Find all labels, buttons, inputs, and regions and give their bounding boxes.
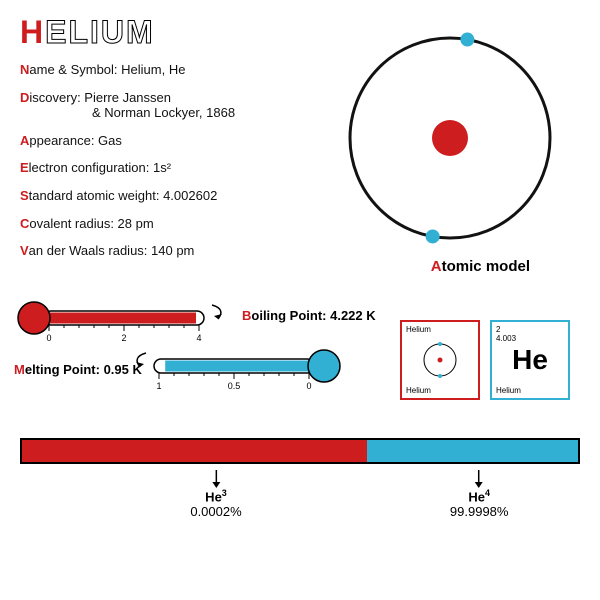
boiling-thermometer: 0 2 4 Boiling Point: 4.222 K bbox=[14, 298, 454, 342]
isotope-bar: He30.0002% He499.9998% bbox=[20, 438, 580, 534]
element-symbol: He bbox=[512, 344, 548, 376]
isotope-segment bbox=[22, 440, 367, 462]
isotope-segment bbox=[367, 440, 578, 462]
melting-label: Melting Point: 0.95 K bbox=[14, 362, 142, 377]
isotope-label: He499.9998% bbox=[450, 470, 509, 519]
property-row: Appearance: Gas bbox=[20, 133, 320, 149]
title-rest: HELIUM bbox=[20, 14, 155, 51]
tile-symbol: 2 4.003 He Helium bbox=[490, 320, 570, 400]
thermometer-zone: 0 2 4 Boiling Point: 4.222 K Melting Point… bbox=[14, 298, 454, 398]
property-row: Name & Symbol: Helium, He bbox=[20, 62, 320, 78]
isotope-labels: He30.0002% He499.9998% bbox=[20, 464, 580, 534]
atom-caption: Atomic model bbox=[431, 258, 530, 275]
element-tiles: Helium Helium 2 4.003 He Helium bbox=[400, 320, 570, 400]
atomic-model bbox=[330, 18, 570, 258]
property-row: Van der Waals radius: 140 pm bbox=[20, 243, 320, 259]
tile-label-tl: Helium bbox=[406, 325, 431, 334]
property-row: Standard atomic weight: 4.002602 bbox=[20, 188, 320, 204]
tile-label-bl: Helium bbox=[406, 386, 431, 395]
property-row: Discovery: Pierre Janssen& Norman Lockye… bbox=[20, 90, 320, 121]
property-row: Covalent radius: 28 pm bbox=[20, 216, 320, 232]
boiling-label: Boiling Point: 4.222 K bbox=[242, 308, 376, 323]
tile-atom: Helium Helium bbox=[400, 320, 480, 400]
svg-text:2: 2 bbox=[121, 333, 126, 343]
property-row: Electron configuration: 1s² bbox=[20, 160, 320, 176]
svg-text:1: 1 bbox=[156, 381, 161, 391]
element-title: HHELIUM bbox=[20, 14, 45, 51]
tile-label-tl: 2 4.003 bbox=[496, 325, 516, 343]
svg-text:0: 0 bbox=[46, 333, 51, 343]
svg-text:4: 4 bbox=[196, 333, 201, 343]
svg-text:0.5: 0.5 bbox=[228, 381, 241, 391]
properties-list: Name & Symbol: Helium, He Discovery: Pier… bbox=[20, 62, 320, 271]
svg-text:0: 0 bbox=[306, 381, 311, 391]
isotope-bar-track bbox=[20, 438, 580, 464]
isotope-label: He30.0002% bbox=[190, 470, 241, 519]
tile-label-bl: Helium bbox=[496, 386, 521, 395]
